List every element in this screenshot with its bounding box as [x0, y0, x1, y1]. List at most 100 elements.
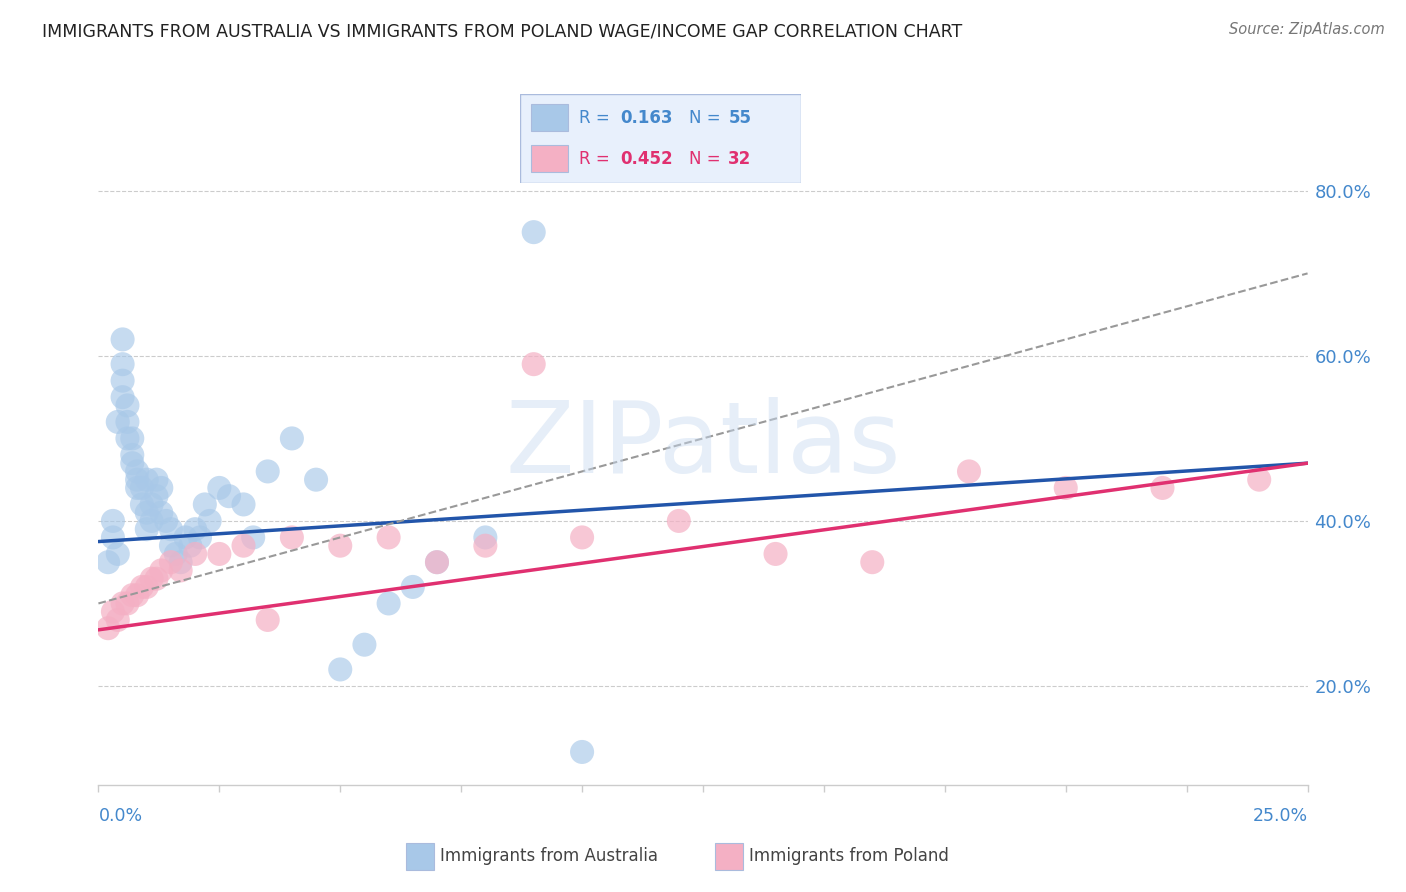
Point [169, 564, 191, 578]
Point [131, 580, 153, 594]
Point [329, 662, 352, 676]
Point [281, 530, 304, 544]
Point [402, 580, 425, 594]
Point [523, 225, 546, 239]
Point [101, 514, 124, 528]
Point [160, 555, 183, 569]
Point [377, 596, 399, 610]
Point [150, 506, 173, 520]
Point [474, 530, 496, 544]
Point [127, 473, 149, 487]
Point [860, 555, 883, 569]
Point [208, 481, 231, 495]
Point [218, 489, 240, 503]
Text: R =: R = [579, 109, 616, 127]
Point [305, 473, 328, 487]
Point [141, 498, 163, 512]
Point [377, 530, 399, 544]
Point [111, 332, 134, 346]
Point [141, 514, 163, 528]
Point [668, 514, 690, 528]
Text: 0.452: 0.452 [620, 150, 672, 168]
Point [121, 588, 143, 602]
Point [281, 432, 304, 446]
Text: 55: 55 [728, 109, 751, 127]
Point [179, 539, 201, 553]
Point [111, 357, 134, 371]
Point [127, 464, 149, 478]
Point [121, 456, 143, 470]
Point [256, 464, 278, 478]
Point [117, 596, 139, 610]
Point [145, 572, 167, 586]
Text: IMMIGRANTS FROM AUSTRALIA VS IMMIGRANTS FROM POLAND WAGE/INCOME GAP CORRELATION : IMMIGRANTS FROM AUSTRALIA VS IMMIGRANTS … [42, 22, 963, 40]
Point [765, 547, 787, 561]
Text: 0.163: 0.163 [620, 109, 672, 127]
Point [232, 539, 254, 553]
Point [426, 555, 449, 569]
Point [121, 448, 143, 462]
Point [107, 415, 129, 429]
Point [329, 539, 352, 553]
Point [111, 596, 134, 610]
Bar [531, 104, 568, 131]
Point [117, 415, 139, 429]
Point [135, 522, 157, 536]
Point [107, 547, 129, 561]
Point [571, 530, 593, 544]
Point [184, 522, 207, 536]
Point [1054, 481, 1077, 495]
Point [232, 498, 254, 512]
Text: Source: ZipAtlas.com: Source: ZipAtlas.com [1229, 22, 1385, 37]
Point [97, 621, 120, 635]
Bar [531, 145, 568, 172]
Point [145, 473, 167, 487]
Point [194, 498, 217, 512]
Point [160, 522, 183, 536]
Point [97, 555, 120, 569]
Text: 32: 32 [728, 150, 752, 168]
Point [523, 357, 546, 371]
Point [135, 473, 157, 487]
Point [107, 613, 129, 627]
Point [121, 432, 143, 446]
Point [1249, 473, 1271, 487]
Point [242, 530, 264, 544]
Point [426, 555, 449, 569]
Point [165, 547, 187, 561]
Point [188, 530, 211, 544]
Text: ZIPatlas: ZIPatlas [505, 398, 901, 494]
Point [184, 547, 207, 561]
Point [131, 498, 153, 512]
Point [957, 464, 980, 478]
Point [111, 390, 134, 404]
Bar [406, 843, 434, 870]
Point [208, 547, 231, 561]
Point [150, 564, 173, 578]
Point [155, 514, 177, 528]
Point [1152, 481, 1174, 495]
Point [571, 745, 593, 759]
Text: N =: N = [689, 109, 725, 127]
Point [101, 530, 124, 544]
Point [127, 481, 149, 495]
Text: N =: N = [689, 150, 725, 168]
Point [145, 489, 167, 503]
Text: 25.0%: 25.0% [1253, 807, 1308, 825]
Point [117, 432, 139, 446]
Bar [716, 843, 744, 870]
Point [135, 580, 157, 594]
Text: R =: R = [579, 150, 616, 168]
Point [127, 588, 149, 602]
Point [150, 481, 173, 495]
Text: 0.0%: 0.0% [98, 807, 142, 825]
Point [135, 506, 157, 520]
Point [160, 539, 183, 553]
Point [474, 539, 496, 553]
Point [141, 572, 163, 586]
Point [198, 514, 221, 528]
Point [174, 530, 197, 544]
Point [101, 605, 124, 619]
Point [131, 481, 153, 495]
Text: Immigrants from Poland: Immigrants from Poland [749, 847, 949, 865]
